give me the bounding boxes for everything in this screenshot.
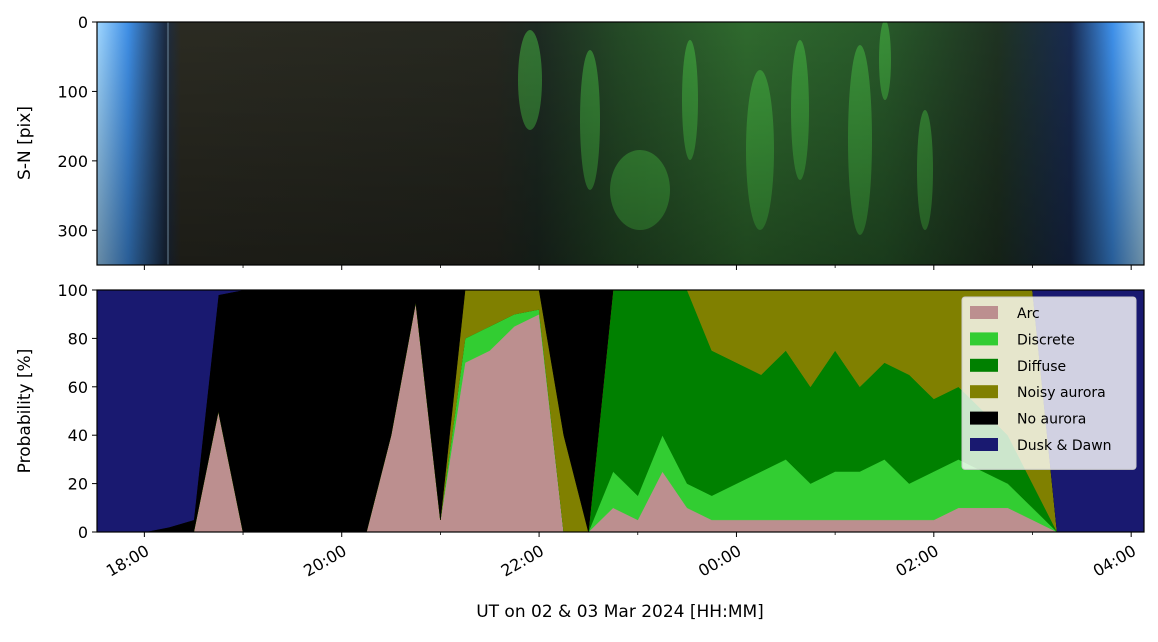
y-tick-label: 60 — [68, 378, 88, 397]
legend-label: Arc — [1017, 306, 1040, 322]
y-tick-label: 200 — [57, 152, 88, 171]
legend-swatch — [970, 306, 998, 319]
y-tick-label: 0 — [78, 13, 88, 32]
keogram-shade — [97, 22, 1144, 265]
y-tick-label: 100 — [57, 281, 88, 300]
legend-label: Diffuse — [1017, 359, 1066, 375]
y-tick-label: 100 — [57, 82, 88, 101]
y-tick-label: 300 — [57, 221, 88, 240]
y-axis-label: S-N [pix] — [15, 106, 35, 180]
legend-label: No aurora — [1017, 412, 1086, 428]
legend-label: Discrete — [1017, 332, 1075, 348]
x-tick-label: 18:00 — [103, 541, 152, 581]
y-axis-label: Probability [%] — [15, 349, 35, 474]
x-tick-label: 22:00 — [498, 541, 547, 581]
legend-box — [961, 296, 1137, 470]
top-frame — [96, 21, 1145, 266]
area-series — [97, 290, 1144, 532]
x-tick-label: 00:00 — [695, 541, 744, 581]
legend-swatch — [970, 411, 998, 425]
legend-label: Dusk & Dawn — [1017, 438, 1112, 454]
y-tick-label: 80 — [68, 329, 88, 348]
legend-swatch — [970, 358, 998, 372]
x-axis-label: UT on 02 & 03 Mar 2024 [HH:MM] — [476, 602, 764, 622]
x-tick-label: 02:00 — [892, 541, 941, 581]
legend-label: Noisy aurora — [1017, 385, 1106, 401]
y-tick-label: 0 — [78, 523, 88, 542]
x-tick-label: 04:00 — [1090, 541, 1139, 581]
y-tick-label: 20 — [68, 475, 88, 494]
x-tick-label: 20:00 — [300, 541, 349, 581]
legend: Arc Discrete Diffuse Noisy aurora No aurora D… — [961, 296, 1137, 470]
y-tick-label: 40 — [68, 426, 88, 445]
bottom-frame — [96, 289, 1145, 533]
legend-swatch — [970, 332, 998, 346]
legend-swatch — [970, 438, 998, 451]
keogram — [97, 22, 1144, 265]
legend-swatch — [970, 385, 998, 399]
